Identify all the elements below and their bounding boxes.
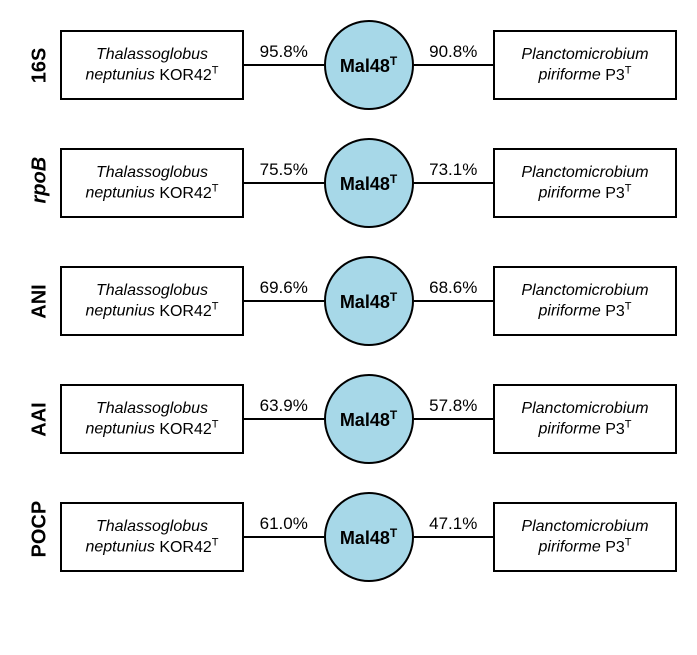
right-species-name: Planctomicrobium (521, 163, 648, 182)
right-percent-label: 90.8% (429, 42, 477, 62)
left-species-strain-line: neptunius KOR42T (85, 418, 218, 439)
left-species-name: Thalassoglobus (96, 399, 208, 418)
right-connector: 57.8% (414, 418, 494, 420)
right-species-strain-line: piriforme P3T (539, 64, 632, 85)
comparison-diagram: 16SThalassoglobusneptunius KOR42T95.8%Ma… (20, 20, 677, 582)
comparison-row: rpoBThalassoglobusneptunius KOR42T75.5%M… (20, 138, 677, 228)
center-node: Mal48T (324, 374, 414, 464)
left-species-box: Thalassoglobusneptunius KOR42T (60, 266, 244, 336)
left-connector: 69.6% (244, 300, 324, 302)
row-label: 16S (29, 45, 52, 85)
right-percent-label: 47.1% (429, 514, 477, 534)
left-percent-label: 63.9% (260, 396, 308, 416)
left-species-name: Thalassoglobus (96, 163, 208, 182)
right-species-name: Planctomicrobium (521, 517, 648, 536)
center-node: Mal48T (324, 138, 414, 228)
left-percent-label: 69.6% (260, 278, 308, 298)
right-connector: 68.6% (414, 300, 494, 302)
right-species-box: Planctomicrobiumpiriforme P3T (493, 148, 677, 218)
row-label: AAI (29, 399, 52, 439)
right-species-name: Planctomicrobium (521, 281, 648, 300)
center-node-label: Mal48T (340, 54, 397, 77)
center-node: Mal48T (324, 492, 414, 582)
row-label: ANI (29, 281, 52, 321)
right-species-name: Planctomicrobium (521, 399, 648, 418)
left-species-strain-line: neptunius KOR42T (85, 536, 218, 557)
right-connector: 73.1% (414, 182, 494, 184)
left-species-strain-line: neptunius KOR42T (85, 300, 218, 321)
comparison-row: POCPThalassoglobusneptunius KOR42T61.0%M… (20, 492, 677, 582)
right-species-name: Planctomicrobium (521, 45, 648, 64)
left-species-strain-line: neptunius KOR42T (85, 64, 218, 85)
left-species-name: Thalassoglobus (96, 517, 208, 536)
left-species-box: Thalassoglobusneptunius KOR42T (60, 148, 244, 218)
right-connector: 47.1% (414, 536, 494, 538)
comparison-row: 16SThalassoglobusneptunius KOR42T95.8%Ma… (20, 20, 677, 110)
left-connector: 75.5% (244, 182, 324, 184)
right-species-box: Planctomicrobiumpiriforme P3T (493, 384, 677, 454)
center-node-label: Mal48T (340, 526, 397, 549)
comparison-row: ANIThalassoglobusneptunius KOR42T69.6%Ma… (20, 256, 677, 346)
left-species-name: Thalassoglobus (96, 45, 208, 64)
right-percent-label: 57.8% (429, 396, 477, 416)
right-species-strain-line: piriforme P3T (539, 300, 632, 321)
left-connector: 61.0% (244, 536, 324, 538)
left-percent-label: 95.8% (260, 42, 308, 62)
row-label: POCP (29, 517, 52, 557)
right-species-strain-line: piriforme P3T (539, 536, 632, 557)
row-label: rpoB (29, 163, 52, 203)
right-species-box: Planctomicrobiumpiriforme P3T (493, 502, 677, 572)
right-species-strain-line: piriforme P3T (539, 182, 632, 203)
left-species-strain-line: neptunius KOR42T (85, 182, 218, 203)
left-species-box: Thalassoglobusneptunius KOR42T (60, 384, 244, 454)
left-species-box: Thalassoglobusneptunius KOR42T (60, 502, 244, 572)
comparison-row: AAIThalassoglobusneptunius KOR42T63.9%Ma… (20, 374, 677, 464)
center-node-label: Mal48T (340, 408, 397, 431)
left-percent-label: 75.5% (260, 160, 308, 180)
left-species-box: Thalassoglobusneptunius KOR42T (60, 30, 244, 100)
right-species-strain-line: piriforme P3T (539, 418, 632, 439)
right-species-box: Planctomicrobiumpiriforme P3T (493, 30, 677, 100)
center-node-label: Mal48T (340, 172, 397, 195)
left-connector: 63.9% (244, 418, 324, 420)
left-connector: 95.8% (244, 64, 324, 66)
center-node: Mal48T (324, 20, 414, 110)
left-species-name: Thalassoglobus (96, 281, 208, 300)
right-percent-label: 68.6% (429, 278, 477, 298)
right-species-box: Planctomicrobiumpiriforme P3T (493, 266, 677, 336)
center-node: Mal48T (324, 256, 414, 346)
right-percent-label: 73.1% (429, 160, 477, 180)
left-percent-label: 61.0% (260, 514, 308, 534)
right-connector: 90.8% (414, 64, 494, 66)
center-node-label: Mal48T (340, 290, 397, 313)
